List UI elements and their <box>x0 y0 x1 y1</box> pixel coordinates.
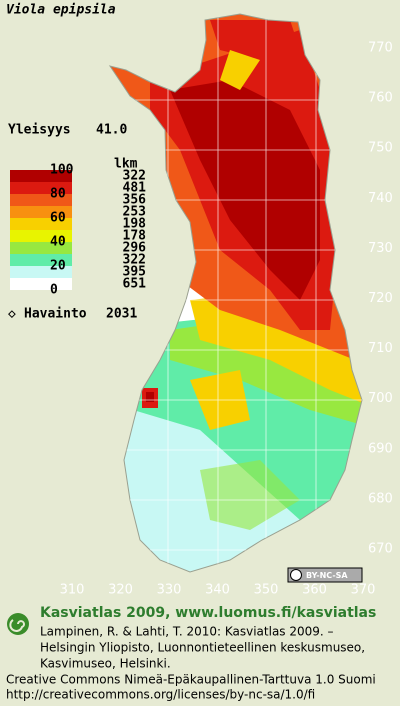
license-badge: BY-NC-SA <box>287 567 363 583</box>
legend-swatch <box>10 170 72 182</box>
citation-line: Helsingin Yliopisto, Luonnontieteellinen… <box>40 641 365 655</box>
observation-count: 2031 <box>106 307 137 322</box>
species-title: Viola epipsila <box>6 3 116 18</box>
legend-swatch <box>10 218 72 230</box>
axis-label-right: 730 <box>368 241 393 256</box>
axis-label-bottom: 350 <box>254 583 279 598</box>
badge-text: BY-NC-SA <box>306 571 348 580</box>
observation-symbol: ◇ <box>8 307 16 322</box>
legend-swatch <box>10 278 72 290</box>
license-url: http://creativecommons.org/licenses/by-n… <box>6 688 315 702</box>
legend-count: 481 <box>123 181 147 196</box>
legend-swatch <box>10 194 72 206</box>
legend-count: 651 <box>123 277 147 292</box>
axis-label-bottom: 310 <box>60 583 85 598</box>
citation-line: Lampinen, R. & Lahti, T. 2010: Kasviatla… <box>40 625 334 639</box>
logo <box>7 613 29 635</box>
axis-label-bottom: 330 <box>157 583 182 598</box>
axis-label-right: 670 <box>368 542 393 557</box>
legend-swatch <box>10 230 72 242</box>
citation-line: Kasvimuseo, Helsinki. <box>40 657 171 671</box>
legend-percent: 0 <box>50 283 58 298</box>
axis-label-right: 700 <box>368 391 393 406</box>
axis-label-right: 750 <box>368 141 393 156</box>
legend-count: 198 <box>123 217 147 232</box>
legend-count: 356 <box>123 193 147 208</box>
footer-heading: Kasviatlas 2009, www.luomus.fi/kasviatla… <box>40 605 376 621</box>
axis-label-bottom: 370 <box>351 583 376 598</box>
axis-label-bottom: 340 <box>205 583 230 598</box>
axis-label-bottom: 360 <box>302 583 327 598</box>
axis-label-right: 760 <box>368 91 393 106</box>
axis-label-right: 770 <box>368 41 393 56</box>
axis-label-right: 710 <box>368 341 393 356</box>
legend-percent: 60 <box>50 211 66 226</box>
axis-label-right: 740 <box>368 191 393 206</box>
legend-count: 395 <box>123 265 146 280</box>
axis-label-bottom: 320 <box>108 583 133 598</box>
axis-label-right: 680 <box>368 491 393 506</box>
legend-percent: 20 <box>50 259 66 274</box>
legend-percent: 80 <box>50 187 66 202</box>
axis-label-right: 690 <box>368 441 393 456</box>
count-header: lkm <box>114 157 138 172</box>
axis-label-right: 720 <box>368 291 393 306</box>
license-text: Creative Commons Nimeä-Epäkaupallinen-Ta… <box>6 673 376 687</box>
legend-swatch <box>10 182 72 194</box>
legend-count: 322 <box>123 253 146 268</box>
observation-label: Havainto <box>24 307 87 322</box>
legend-count: 253 <box>123 205 146 220</box>
legend-swatch <box>10 242 72 254</box>
legend-count: 322 <box>123 169 146 184</box>
legend-percent: 100 <box>50 163 74 178</box>
legend-percent: 40 <box>50 235 66 250</box>
frequency-label: Yleisyys <box>8 123 71 138</box>
legend-count: 178 <box>123 229 147 244</box>
legend-swatch <box>10 266 72 278</box>
legend-swatch <box>10 206 72 218</box>
frequency-value: 41.0 <box>96 123 127 138</box>
legend-count: 296 <box>123 241 147 256</box>
legend-swatch <box>10 254 72 266</box>
